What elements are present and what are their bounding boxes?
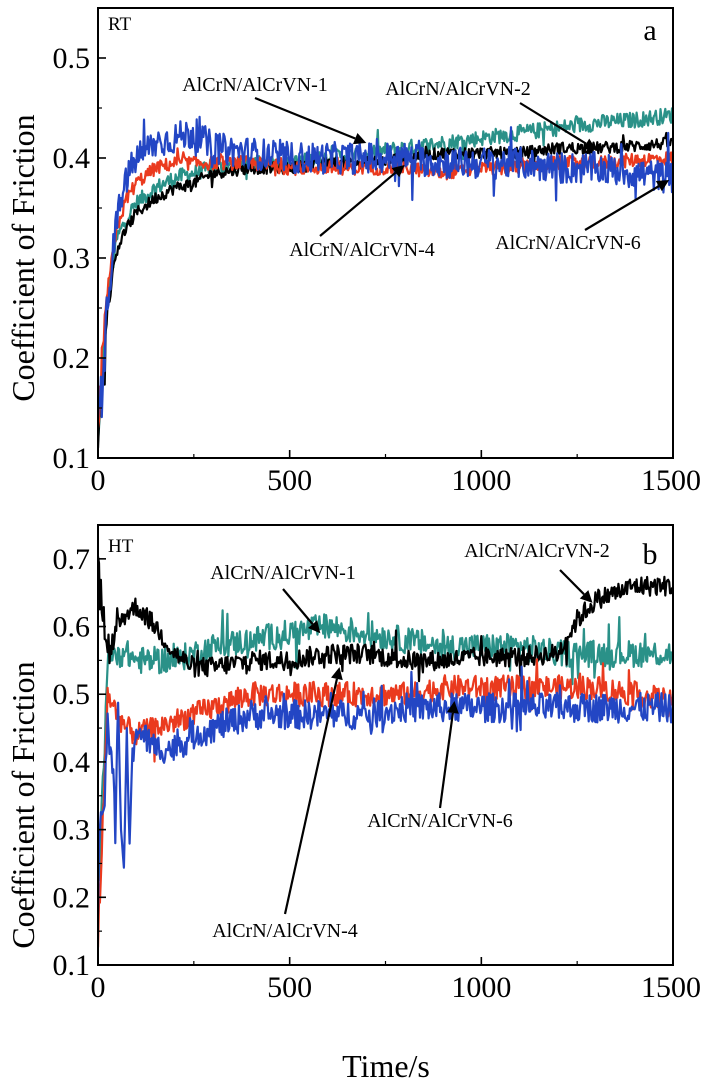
series-lines	[98, 556, 673, 948]
chart-panel-rt: 0 500 1000 1500 0.1 0.2 0.3 0.4 0.5 RT a AlCrN/AlCr…	[53, 7, 701, 497]
y-tick-label: 0.6	[53, 611, 91, 644]
series-line-alcrn-alcrvn-6	[98, 115, 673, 419]
x-tick-label: 1500	[641, 464, 701, 497]
x-tick-label: 1000	[451, 971, 511, 1004]
x-tick-label: 500	[267, 464, 312, 497]
annotation-arrow-line	[438, 712, 454, 809]
x-tick-label: 500	[267, 971, 312, 1004]
y-axis-title-top: Coefficient of Friction	[5, 114, 41, 401]
panel-letter: b	[643, 538, 658, 571]
x-axis-title: Time/s	[342, 1048, 430, 1084]
y-tick-label: 0.2	[53, 881, 91, 914]
annotation-arrow-line	[519, 102, 587, 145]
series-line-alcrn-alcrvn-2	[98, 556, 673, 683]
x-tick-label: 1000	[451, 464, 511, 497]
annotation-arrow-line	[319, 171, 397, 237]
y-tick-label: 0.5	[53, 42, 91, 75]
annotation-arrow-head	[446, 701, 459, 714]
series-lines	[98, 107, 673, 449]
annotation-alcrn-alcrvn-6: AlCrN/AlCrVN-6	[495, 232, 641, 254]
y-tick-label: 0.4	[53, 142, 91, 175]
annotation-arrow-line	[254, 96, 356, 140]
annotation-alcrn-alcrvn-4: AlCrN/AlCrVN-4	[212, 920, 358, 942]
condition-label: RT	[108, 14, 132, 35]
y-tick-label: 0.1	[53, 949, 91, 982]
y-tick-label: 0.4	[53, 746, 91, 779]
annotation-arrow-head	[331, 667, 343, 681]
panel-letter: a	[643, 14, 656, 47]
annotation-arrow-line	[282, 588, 314, 625]
x-tick-label: 0	[91, 971, 106, 1004]
y-tick-label: 0.3	[53, 242, 91, 275]
y-tick-label: 0.2	[53, 342, 91, 375]
series-line-alcrn-alcrvn-6	[98, 665, 673, 915]
annotation-alcrn-alcrvn-2: AlCrN/AlCrVN-2	[385, 78, 531, 100]
y-tick-label: 0.1	[53, 442, 91, 475]
annotation-alcrn-alcrvn-2: AlCrN/AlCrVN-2	[464, 540, 610, 562]
annotation-arrow-line	[584, 185, 660, 231]
annotation-arrow-head	[582, 138, 597, 150]
annotation-alcrn-alcrvn-4: AlCrN/AlCrVN-4	[289, 239, 435, 261]
annotation-arrow-line	[559, 569, 585, 596]
series-line-alcrn-alcrvn-4	[98, 147, 673, 428]
x-tick-label: 0	[91, 464, 106, 497]
annotation-alcrn-alcrvn-1: AlCrN/AlCrVN-1	[182, 74, 328, 96]
annotation-arrow-head	[352, 132, 367, 145]
annotation-arrow-head	[391, 165, 405, 178]
series-line-alcrn-alcrvn-2	[98, 131, 673, 449]
chart-panel-ht: 0 500 1000 1500 0.1 0.2 0.3 0.4 0.5 0.6 0.7 HT b AlCr…	[53, 524, 701, 1004]
annotation-arrow-head	[308, 620, 321, 634]
annotation-arrow-line	[283, 678, 338, 915]
y-tick-label: 0.3	[53, 814, 91, 847]
condition-label: HT	[108, 536, 134, 557]
y-tick-label: 0.5	[53, 678, 91, 711]
x-tick-label: 1500	[641, 971, 701, 1004]
annotation-alcrn-alcrvn-6: AlCrN/AlCrVN-6	[367, 810, 513, 832]
series-line-alcrn-alcrvn-1	[98, 107, 673, 442]
annotation-arrow-head	[655, 180, 670, 192]
y-axis-title-bottom: Coefficient of Friction	[5, 661, 41, 948]
y-tick-label: 0.7	[53, 543, 91, 576]
annotation-arrow-head	[579, 590, 593, 603]
annotation-alcrn-alcrvn-1: AlCrN/AlCrVN-1	[210, 562, 356, 584]
